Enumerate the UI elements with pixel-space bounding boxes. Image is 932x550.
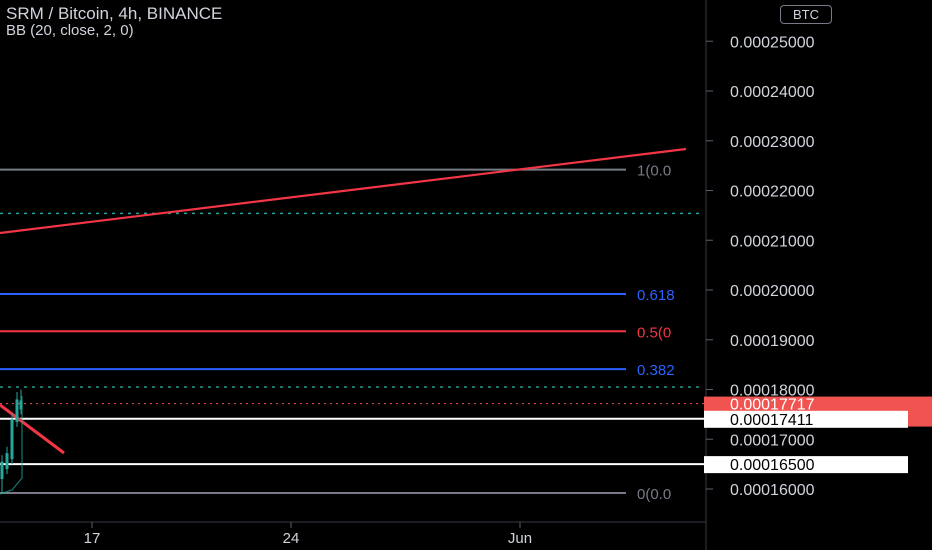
symbol-title: SRM / Bitcoin, 4h, BINANCE — [6, 4, 223, 23]
fib-level-label: 1(0.0 — [637, 163, 671, 180]
level-price-label: 0.00017411 — [730, 412, 813, 429]
ascending-trendline[interactable] — [0, 147, 687, 235]
bollinger-band-line — [0, 396, 23, 495]
y-tick-label: 0.00017000 — [730, 432, 815, 449]
candle-body[interactable] — [19, 400, 23, 410]
level-price-tag — [704, 410, 908, 428]
current-price-label: 0.00017717 — [730, 397, 815, 414]
x-tick-label: 24 — [283, 530, 300, 547]
y-tick-label: 0.00018000 — [730, 383, 815, 400]
fib-level-label: 0.5(0 — [637, 324, 671, 341]
x-tick-label: 17 — [84, 530, 101, 547]
price-axis[interactable]: 0.00016000 0.00017000 0.00018000 0.00019000… — [706, 34, 815, 499]
fib-level-label: 0.618 — [637, 287, 675, 304]
candle-body[interactable] — [15, 399, 19, 422]
level-price-tag — [704, 456, 908, 474]
y-tick-label: 0.00016000 — [730, 482, 815, 499]
fib-level-label: 0(0.0 — [637, 486, 671, 503]
y-tick-label: 0.00024000 — [730, 84, 815, 101]
time-axis[interactable]: 17 24 Jun — [84, 522, 532, 547]
plot-area[interactable]: 1(0.0 0.618 0.5(0 0.382 0(0.0 — [0, 147, 706, 503]
level-price-label: 0.00016500 — [730, 457, 815, 474]
y-tick-label: 0.00019000 — [730, 333, 815, 350]
y-tick-label: 0.00022000 — [730, 184, 815, 201]
candle-body[interactable] — [0, 461, 4, 480]
currency-button[interactable]: BTC — [780, 5, 832, 24]
candle-body[interactable] — [5, 453, 9, 470]
y-tick-label: 0.00023000 — [730, 134, 815, 151]
x-tick-label: Jun — [508, 530, 532, 547]
indicator-legend[interactable]: BB (20, close, 2, 0) — [6, 22, 134, 39]
y-tick-label: 0.00025000 — [730, 34, 815, 51]
descending-trendline[interactable] — [0, 403, 65, 455]
y-tick-label: 0.00021000 — [730, 233, 815, 250]
y-tick-label: 0.00020000 — [730, 283, 815, 300]
fib-level-label: 0.382 — [637, 362, 675, 379]
candle-body[interactable] — [10, 419, 14, 460]
